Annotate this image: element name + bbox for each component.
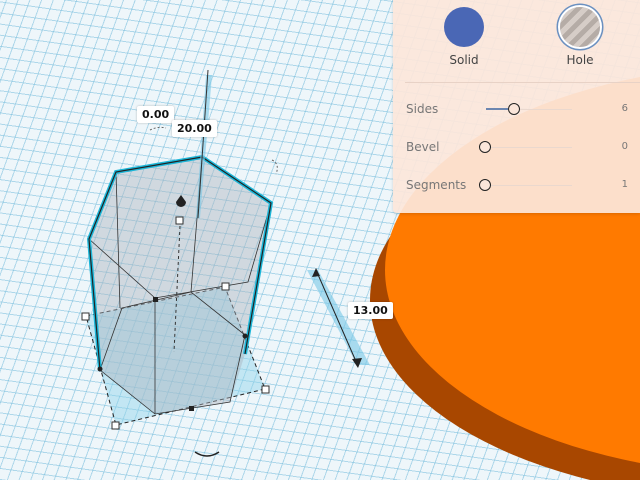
bevel-value[interactable]: 0 xyxy=(621,141,628,152)
segments-row: Segments 1 xyxy=(393,176,640,196)
sides-value[interactable]: 6 xyxy=(621,103,628,114)
segments-label: Segments xyxy=(406,178,467,192)
hexagonal-prism[interactable] xyxy=(86,154,274,415)
bevel-slider-knob[interactable] xyxy=(479,141,491,153)
segments-slider-knob[interactable] xyxy=(479,179,491,191)
rotation-value[interactable]: 0.00 xyxy=(137,106,175,123)
elevation-value[interactable]: 13.00 xyxy=(348,302,393,319)
sides-slider-knob[interactable] xyxy=(508,103,520,115)
sides-row: Sides 6 xyxy=(393,100,640,120)
solid-button[interactable] xyxy=(444,7,484,47)
shape-inspector-panel: Solid Hole Sides 6 Bevel 0 Segments 1 xyxy=(393,0,640,213)
sides-label: Sides xyxy=(406,102,439,116)
height-arrow[interactable] xyxy=(197,69,209,219)
sides-slider[interactable] xyxy=(486,109,572,110)
elevation-arrow[interactable] xyxy=(315,269,359,367)
segments-value[interactable]: 1 xyxy=(621,179,628,190)
solid-label: Solid xyxy=(449,53,479,67)
bevel-row: Bevel 0 xyxy=(393,138,640,158)
sides-slider-fill xyxy=(486,108,508,110)
shape-footprint xyxy=(85,286,266,426)
bevel-label: Bevel xyxy=(406,140,440,154)
resize-handles[interactable] xyxy=(81,216,270,430)
segments-slider[interactable] xyxy=(486,185,572,186)
hole-label: Hole xyxy=(566,53,594,67)
rotate-handle-icon xyxy=(194,451,220,457)
hole-button[interactable] xyxy=(560,7,600,47)
lift-cone-icon xyxy=(176,195,186,207)
divider xyxy=(405,82,640,83)
height-value[interactable]: 20.00 xyxy=(172,120,217,137)
bevel-slider[interactable] xyxy=(486,147,572,148)
